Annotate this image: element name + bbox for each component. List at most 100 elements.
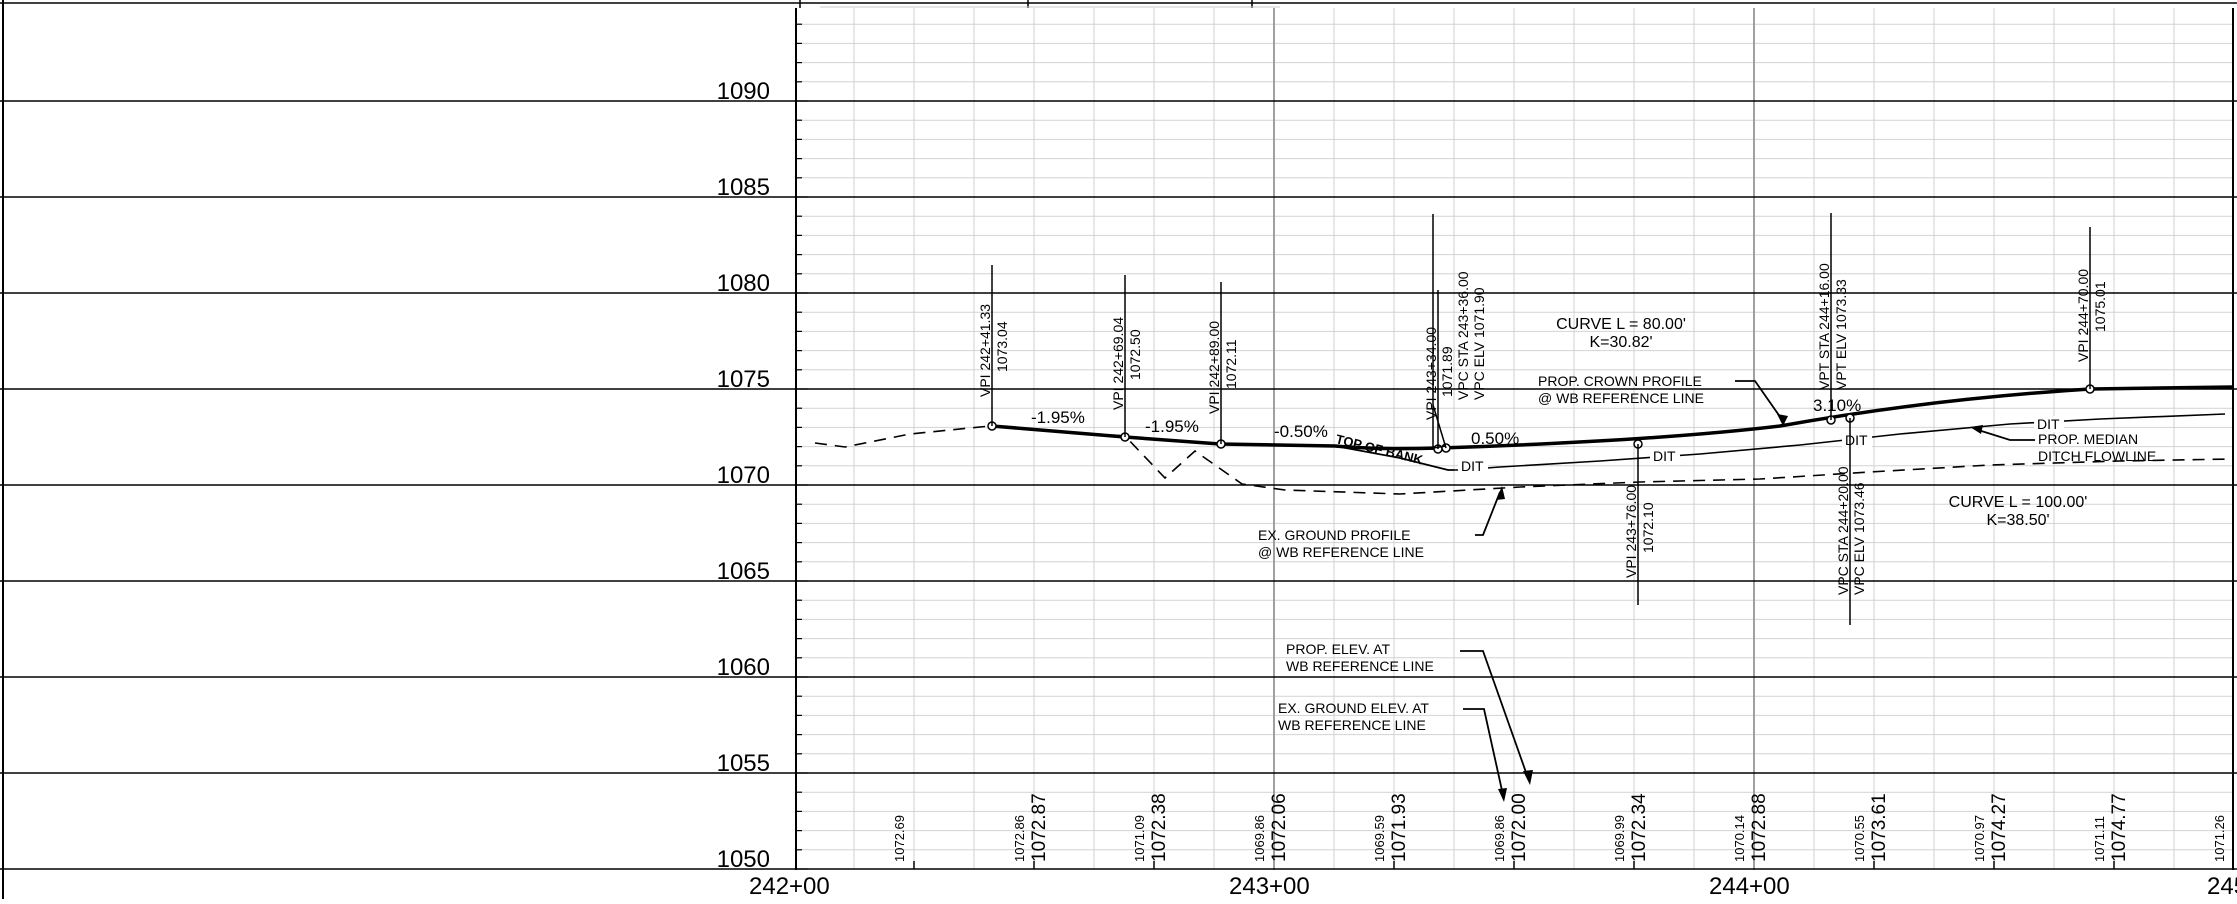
vpc-label: VPC STA 243+36.00 xyxy=(1455,271,1471,400)
ex-ground-callout: EX. GROUND PROFILE @ WB REFERENCE LINE xyxy=(1258,486,1505,560)
vpc-label: VPC STA 244+20.00 xyxy=(1835,466,1851,595)
ex-ground-elevation: 1070.55 xyxy=(1852,815,1867,862)
prop-crown-label: PROP. CROWN PROFILE xyxy=(1538,373,1702,389)
prop-crown-callout: PROP. CROWN PROFILE @ WB REFERENCE LINE xyxy=(1538,373,1788,426)
major-station-lines xyxy=(1273,8,1755,870)
proposed-elevation: 1072.87 xyxy=(1029,793,1050,862)
vpi-elev-label: 1073.04 xyxy=(994,321,1010,372)
ex-elev-callout: EX. GROUND ELEV. AT WB REFERENCE LINE xyxy=(1278,700,1507,802)
elev-label-1065: 1065 xyxy=(717,558,770,585)
elev-label-1085: 1085 xyxy=(717,174,770,201)
grade-label: 3.10% xyxy=(1813,396,1861,415)
grade-label: -0.50% xyxy=(1274,422,1328,441)
elev-label-1055: 1055 xyxy=(717,750,770,777)
ex-ground-elevation: 1072.69 xyxy=(892,815,907,862)
median-ditch-label: PROP. MEDIAN xyxy=(2038,431,2138,447)
vpi-label: VPI 243+34.00 xyxy=(1423,327,1439,420)
proposed-elevation: 1074.77 xyxy=(2109,793,2130,862)
vpi-elev-label: 1072.11 xyxy=(1223,339,1239,389)
station-label-242: 242+00 xyxy=(749,873,830,899)
elevation-lines xyxy=(0,100,2237,870)
vpi-label: VPI 242+89.00 xyxy=(1206,321,1222,414)
station-ticks xyxy=(913,861,2115,869)
vpi-leaders xyxy=(991,213,2091,625)
proposed-elevation: 1073.61 xyxy=(1869,793,1890,862)
dit-label-1: DIT xyxy=(1461,458,1484,474)
elev-label-1080: 1080 xyxy=(717,270,770,297)
elev-label-1090: 1090 xyxy=(717,78,770,105)
elev-label-1075: 1075 xyxy=(717,366,770,393)
elevation-ticks xyxy=(796,23,808,870)
elevation-labels: 1090 1085 1080 1075 1070 1065 1060 1055 … xyxy=(717,78,770,873)
top-of-bank-label: TOP OF BANK xyxy=(1334,431,1425,467)
proposed-elevation: 1071.93 xyxy=(1389,793,1410,862)
elev-label-1060: 1060 xyxy=(717,654,770,681)
grade-labels: -1.95% -1.95% -0.50% 0.50% 3.10% xyxy=(1031,396,1861,448)
ex-ground-elevation: 1072.86 xyxy=(1012,815,1027,862)
station-labels: 242+00 243+00 244+00 245 xyxy=(749,873,2237,900)
minor-horizontal-grid xyxy=(796,23,2233,851)
ex-ground-elevation: 1071.09 xyxy=(1132,815,1147,862)
vpc-elev-label: VPC ELV 1073.46 xyxy=(1851,482,1867,595)
station-label-244: 244+00 xyxy=(1709,873,1790,899)
curve-annotations: CURVE L = 80.00' K=30.82' CURVE L = 100.… xyxy=(1556,316,2087,529)
ex-ground-label: EX. GROUND PROFILE xyxy=(1258,527,1410,543)
vpi-elev-label: 1072.50 xyxy=(1127,329,1143,380)
ex-ground-label-2: @ WB REFERENCE LINE xyxy=(1258,544,1424,560)
elev-label-1050: 1050 xyxy=(717,846,770,873)
existing-ground-profile xyxy=(814,425,2234,495)
proposed-elevation: 1074.27 xyxy=(1989,793,2010,862)
curve-k-label: K=38.50' xyxy=(1986,512,2049,529)
grade-label: -1.95% xyxy=(1145,417,1199,436)
vpi-elev-label: 1071.89 xyxy=(1439,346,1455,397)
top-edge-marks xyxy=(799,0,1280,8)
curve-length-label: CURVE L = 80.00' xyxy=(1556,316,1686,333)
proposed-elevation: 1072.34 xyxy=(1629,793,1650,862)
vpt-elev-label: VPT ELV 1073.33 xyxy=(1833,279,1849,390)
vpi-elev-label: 1075.01 xyxy=(2092,281,2108,332)
bottom-elevation-table: 1072.69 1072.86 1072.87 1071.09 1072.38 1069.… xyxy=(892,793,2227,862)
curve-length-label: CURVE L = 100.00' xyxy=(1949,494,2088,511)
ex-ground-elevation: 1070.14 xyxy=(1732,815,1747,862)
vpi-label: VPI 242+69.04 xyxy=(1110,317,1126,410)
ex-ground-elevation: 1069.99 xyxy=(1612,815,1627,862)
grade-label: 0.50% xyxy=(1471,429,1519,448)
prop-crown-label-2: @ WB REFERENCE LINE xyxy=(1538,390,1704,406)
curve-k-label: K=30.82' xyxy=(1589,334,1652,351)
proposed-elevation: 1072.00 xyxy=(1509,793,1530,862)
vpc-243-leader xyxy=(1432,404,1447,449)
vpt-label: VPT STA 244+16.00 xyxy=(1816,263,1832,390)
dit-label-2: DIT xyxy=(1653,448,1676,464)
ex-ground-elevation: 1070.97 xyxy=(1972,815,1987,862)
proposed-elevation: 1072.06 xyxy=(1269,793,1290,862)
dit-label-4: DIT xyxy=(2037,416,2060,432)
station-label-245: 245 xyxy=(2207,873,2237,899)
grade-label: -1.95% xyxy=(1031,408,1085,427)
median-ditch-label-2: DITCH FLOWLINE xyxy=(2038,448,2156,464)
vpi-labels: VPI 242+41.33 1073.04 VPI 242+69.04 1072… xyxy=(977,263,2108,595)
prop-elev-label: PROP. ELEV. AT xyxy=(1286,641,1390,657)
vpi-label: VPI 244+70.00 xyxy=(2075,269,2091,362)
station-label-243: 243+00 xyxy=(1229,873,1310,899)
elev-label-1070: 1070 xyxy=(717,462,770,489)
ex-ground-elevation: 1069.86 xyxy=(1252,815,1267,862)
ex-elev-label-2: WB REFERENCE LINE xyxy=(1278,717,1426,733)
ex-ground-elevation: 1069.86 xyxy=(1492,815,1507,862)
ex-ground-elevation: 1071.11 xyxy=(2092,816,2107,862)
prop-elev-label-2: WB REFERENCE LINE xyxy=(1286,658,1434,674)
ex-elev-label: EX. GROUND ELEV. AT xyxy=(1278,700,1429,716)
median-ditch-callout: PROP. MEDIAN DITCH FLOWLINE xyxy=(1970,425,2156,464)
vpi-elev-label: 1072.10 xyxy=(1640,502,1656,553)
dit-label-3: DIT xyxy=(1845,432,1868,448)
vpi-label: VPI 243+76.00 xyxy=(1623,485,1639,578)
prop-elev-callout: PROP. ELEV. AT WB REFERENCE LINE xyxy=(1286,641,1533,785)
ex-ground-elevation: 1069.59 xyxy=(1372,815,1387,862)
proposed-crown-profile xyxy=(991,385,2234,451)
top-of-bank-line xyxy=(1334,445,1454,471)
proposed-elevation: 1072.38 xyxy=(1149,793,1170,862)
ex-ground-elevation: 1071.26 xyxy=(2212,815,2227,862)
proposed-elevation: 1072.88 xyxy=(1749,793,1770,862)
